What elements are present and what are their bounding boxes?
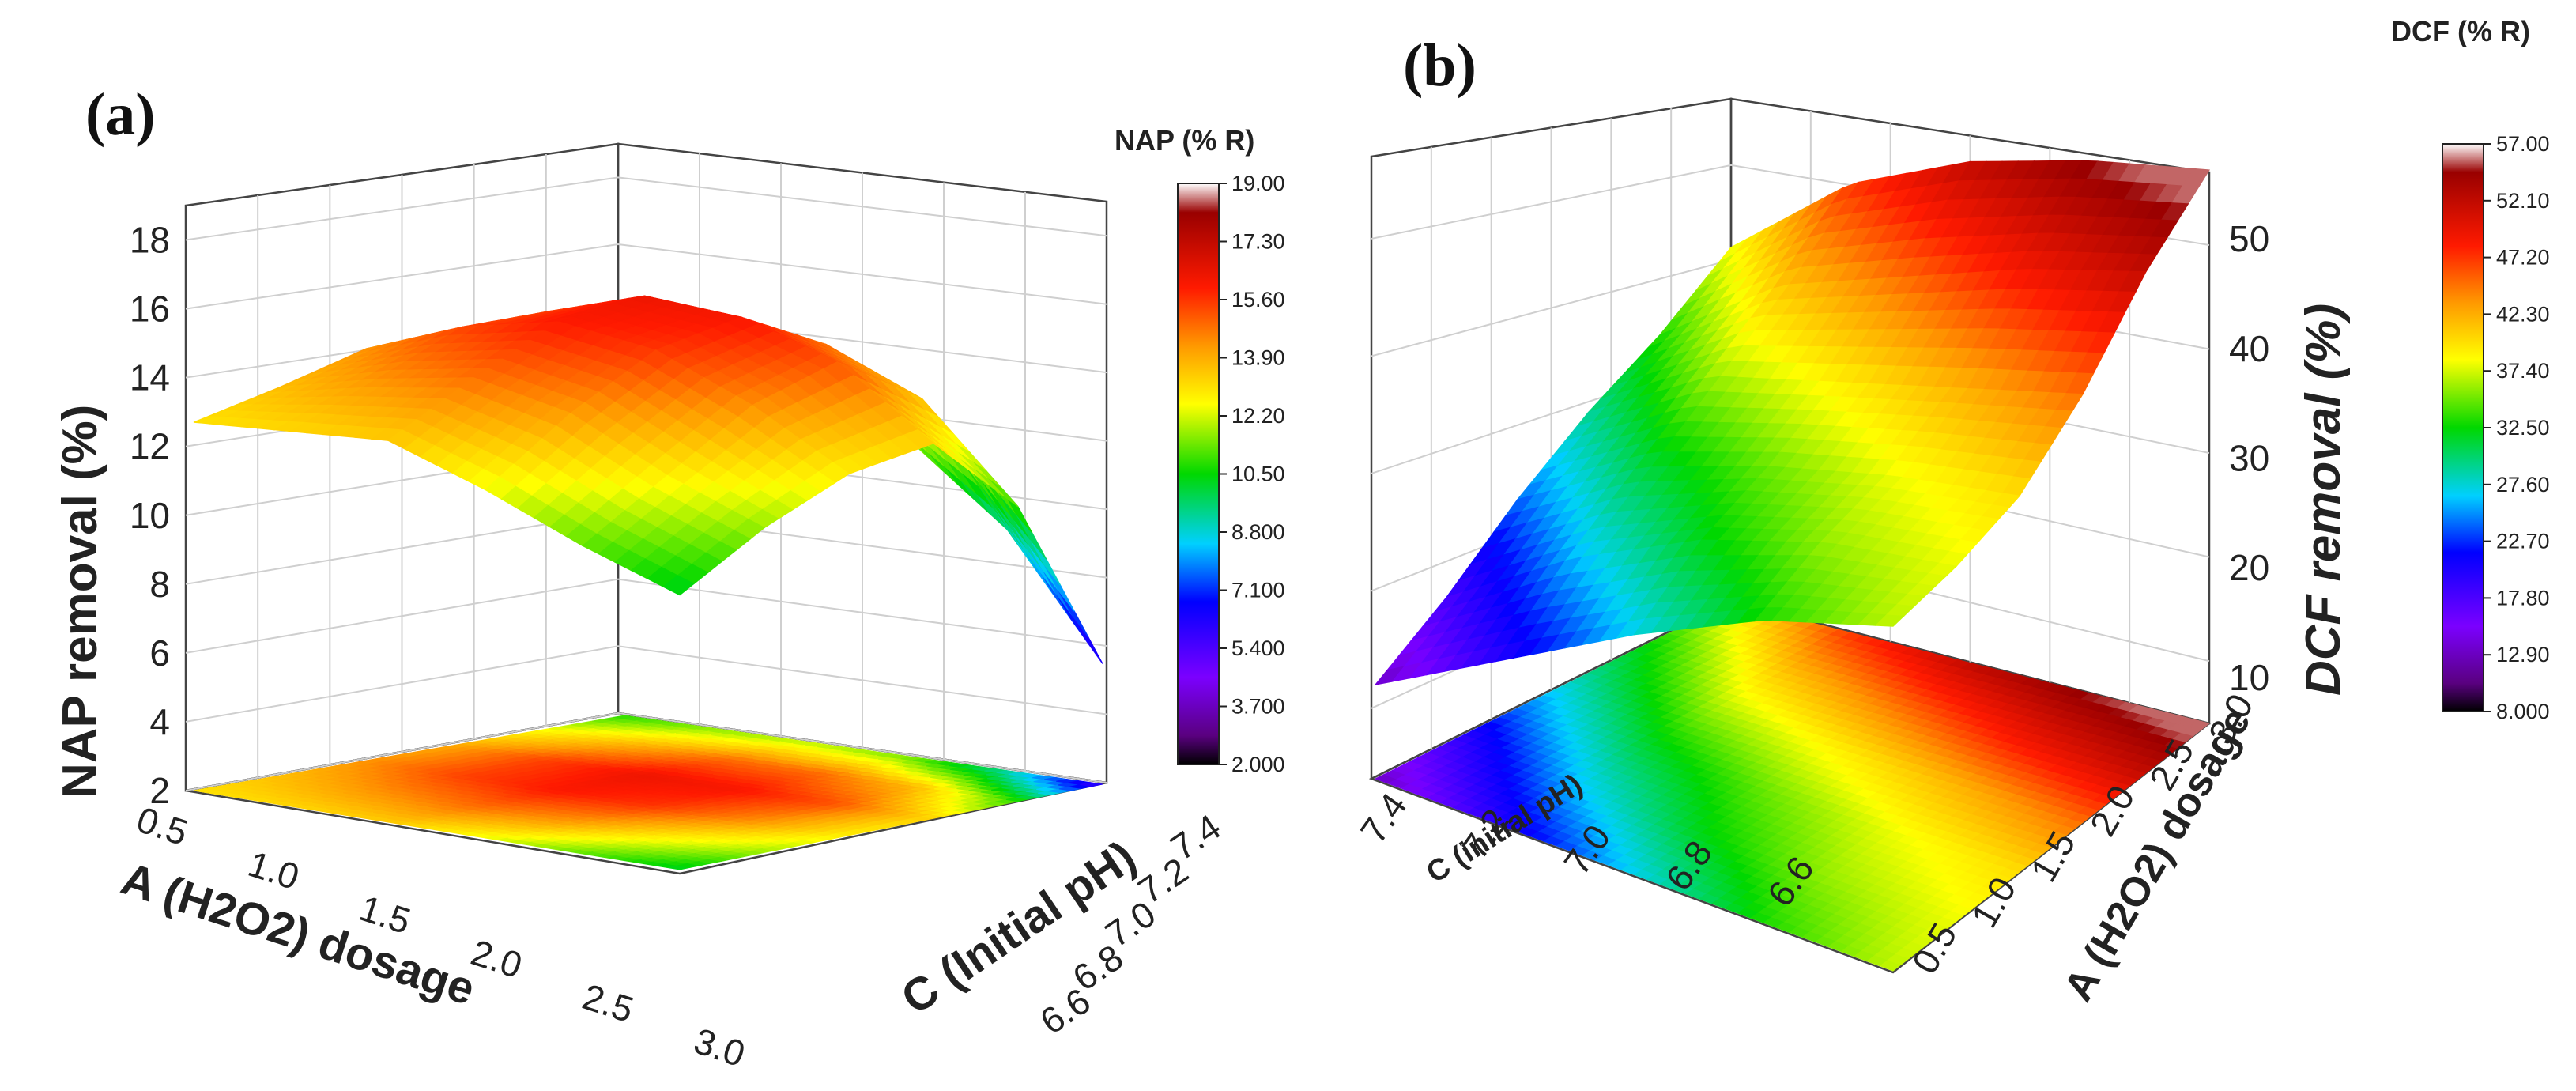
a-colorbar-tick-label: 10.50 [1231, 462, 1285, 486]
panel-a-colorbar: NAP (% R) 19.00 17.30 15.60 13.90 12.20 10.50… [1115, 124, 1285, 776]
a-colorbar-tick-label: 19.00 [1231, 172, 1285, 195]
a-surface-cell [1072, 615, 1103, 664]
a-x-tick-label: 3.0 [689, 1020, 750, 1074]
a-z-tick-label: 10 [130, 495, 170, 536]
a-colorbar-tick-label: 7.100 [1231, 579, 1285, 602]
a-colorbar-tick-label: 5.400 [1231, 636, 1285, 660]
a-colorbar-tick-label: 15.60 [1231, 288, 1285, 311]
a-z-tick-label: 18 [130, 220, 170, 261]
a-z-tick-label: 14 [130, 357, 170, 398]
a-colorbar-tick-label: 3.700 [1231, 695, 1285, 719]
panel-b-label: (b) [1403, 32, 1477, 99]
a-z-tick-label: 6 [149, 632, 170, 674]
a-x-tick-label: 2.5 [578, 976, 639, 1030]
a-surface-cell [1056, 594, 1088, 642]
a-surface-cell [1042, 569, 1073, 617]
a-surface-cell [1058, 590, 1089, 638]
panel-a-x-axis-label: A (H2O2) dosage [115, 853, 481, 1016]
a-wall-gridline [185, 578, 1107, 654]
a-colorbar-tick-label: 13.90 [1231, 346, 1285, 370]
panel-a-colorbar-ticks: 19.00 17.30 15.60 13.90 12.20 10.50 8.800 7.100… [1219, 172, 1285, 776]
a-z-tick-label: 4 [149, 701, 170, 742]
panel-a-floor-contour [193, 715, 1103, 870]
a-colorbar-tick-label: 12.20 [1231, 404, 1285, 428]
a-x-tick-label: 1.0 [243, 843, 304, 897]
panel-a-colorbar-scale [1177, 183, 1220, 765]
a-z-tick-label: 12 [130, 426, 170, 467]
a-colorbar-tick-label: 17.30 [1231, 230, 1285, 254]
panel-b-surface [1374, 160, 2211, 686]
a-x-tick-label: 0.5 [132, 798, 193, 853]
a-colorbar-tick-label: 8.800 [1231, 520, 1285, 544]
a-wall-gridline [185, 645, 1107, 723]
panel-a-z-axis-label: NAP removal (%) [53, 405, 107, 798]
panel-a-colorbar-title: NAP (% R) [1115, 124, 1254, 157]
a-z-tick-label: 16 [130, 289, 170, 330]
a-colorbar-tick-label: 2.000 [1231, 753, 1285, 776]
panel-a-label: (a) [85, 81, 156, 148]
a-z-tick-label: 8 [149, 564, 170, 605]
